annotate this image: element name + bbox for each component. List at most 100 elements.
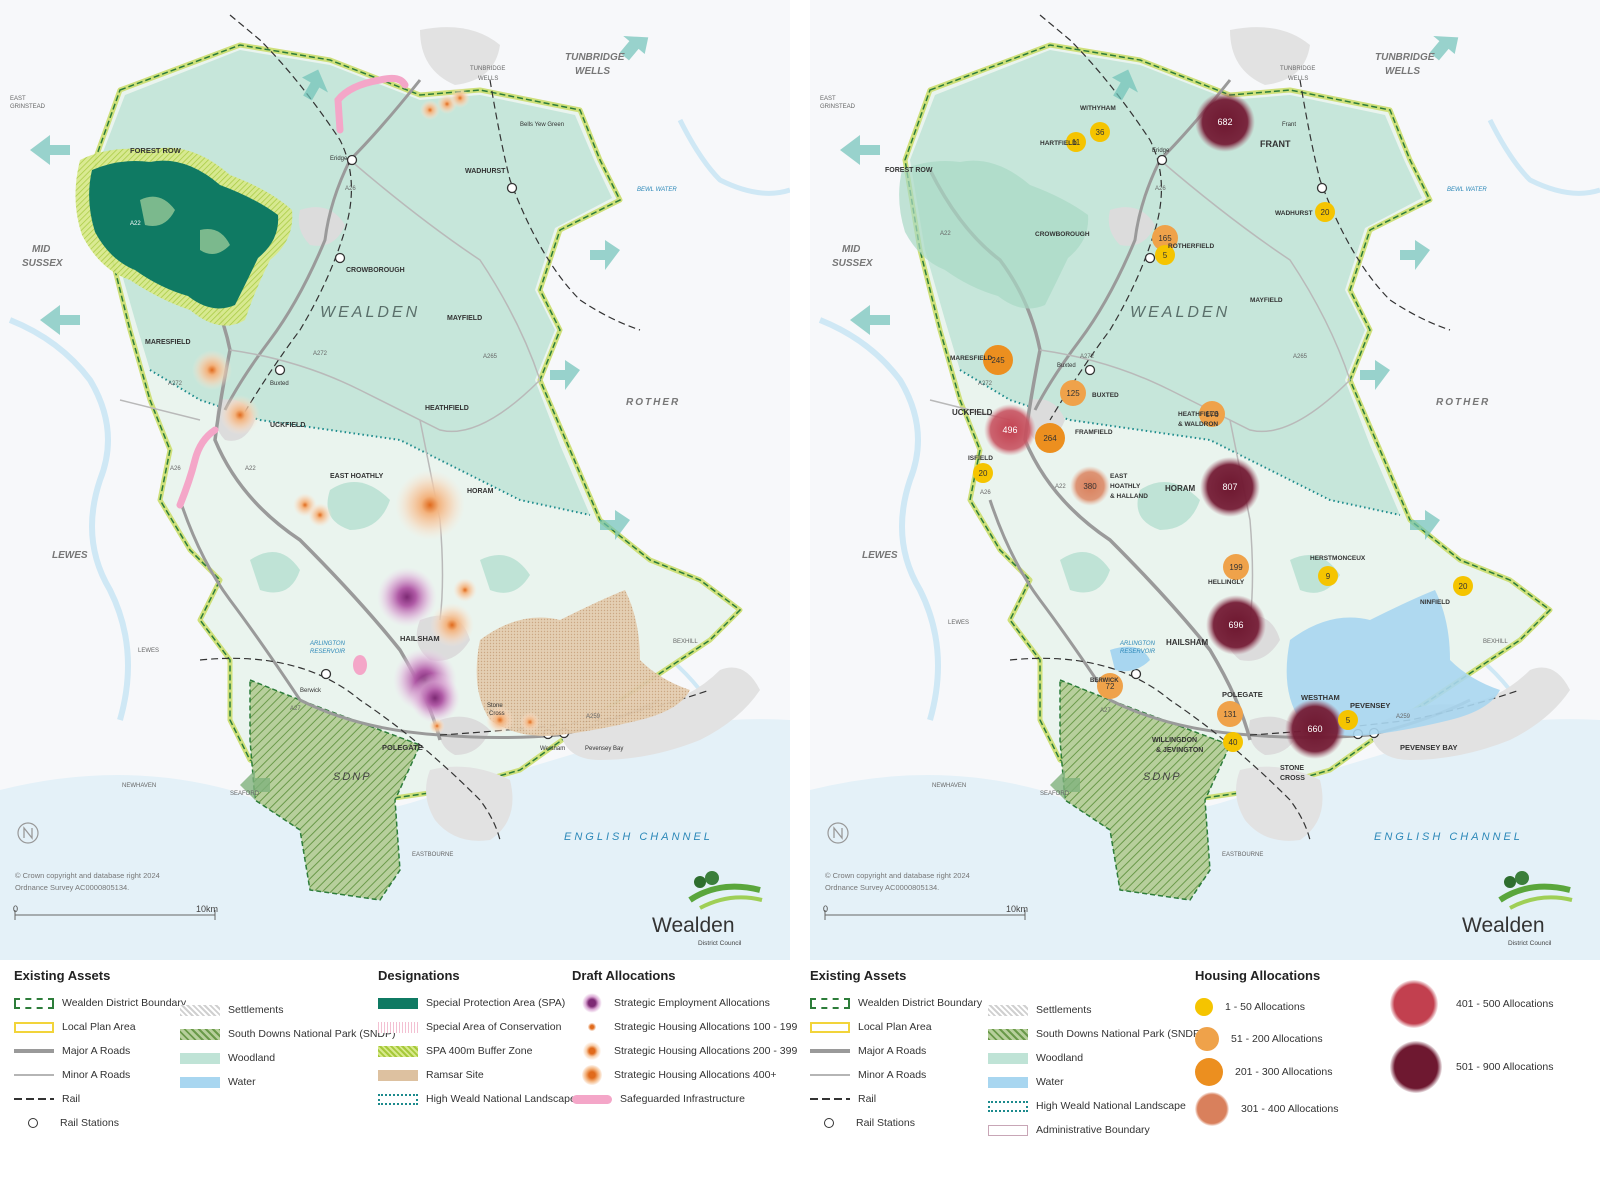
svg-text:HOATHLY: HOATHLY [1110,483,1141,490]
svg-text:District Council: District Council [698,940,742,947]
svg-text:Eridge: Eridge [330,156,348,162]
legend-item: 201 - 300 Allocations [1195,1055,1338,1089]
pevensey-levels-water [1286,590,1500,736]
svg-text:Pevensey Bay: Pevensey Bay [585,746,623,752]
legend-item: Settlements [180,998,395,1022]
housing-allocation [450,88,470,108]
legend-item: Ramsar Site [378,1063,576,1087]
svg-text:GRINSTEAD: GRINSTEAD [820,104,856,110]
svg-text:MAYFIELD: MAYFIELD [1250,297,1283,304]
svg-text:CROWBOROUGH: CROWBOROUGH [346,267,405,274]
svg-text:BERWICK: BERWICK [1090,678,1119,684]
svg-text:TUNBRIDGE: TUNBRIDGE [1375,52,1435,63]
allocation-value: 36 [1096,128,1105,137]
legend-item: Minor A Roads [810,1063,982,1087]
svg-text:& JEVINGTON: & JEVINGTON [1156,747,1203,754]
district-label: WEALDEN [320,304,420,321]
right-legend: Existing Assets Wealden District Boundar… [810,960,1600,1160]
svg-text:NEWHAVEN: NEWHAVEN [932,783,966,789]
svg-text:PEVENSEY: PEVENSEY [1350,701,1390,710]
svg-text:HEATHFIELD: HEATHFIELD [1178,411,1219,418]
svg-text:NINFIELD: NINFIELD [1420,599,1450,606]
svg-text:UCKFIELD: UCKFIELD [270,422,305,429]
allocation-value: 20 [1459,582,1468,591]
housing-allocation [520,712,540,732]
allocation-bubble [983,345,1013,375]
allocation-bubble [1318,566,1338,586]
svg-text:MID: MID [842,244,860,255]
svg-text:0: 0 [823,904,828,914]
svg-text:CROWBOROUGH: CROWBOROUGH [1035,231,1090,238]
svg-text:LEWES: LEWES [138,648,159,654]
svg-text:SUSSEX: SUSSEX [22,258,64,269]
svg-text:FRAMFIELD: FRAMFIELD [1075,429,1113,436]
svg-text:WADHURST: WADHURST [1275,210,1313,217]
allocation-value: 496 [1002,425,1017,435]
svg-text:RESERVOIR: RESERVOIR [310,649,346,655]
svg-text:ISFIELD: ISFIELD [968,455,993,462]
svg-text:MARESFIELD: MARESFIELD [950,355,993,362]
svg-text:BEWL WATER: BEWL WATER [1447,187,1487,193]
allocation-bubble [1200,457,1260,517]
allocation-value: 660 [1307,724,1322,734]
svg-text:Ordnance Survey AC0000805134.: Ordnance Survey AC0000805134. [825,883,939,892]
allocation-bubble [1206,595,1266,655]
svg-text:A27: A27 [290,706,301,712]
legend-item: South Downs National Park (SNDP) [180,1022,395,1046]
svg-text:LEWES: LEWES [52,550,88,561]
allocation-value: 176 [1205,410,1219,419]
svg-text:FRANT: FRANT [1260,139,1291,149]
allocation-bubble [984,404,1036,456]
legend-item: Strategic Employment Allocations [572,991,797,1015]
svg-text:GRINSTEAD: GRINSTEAD [10,104,46,110]
svg-text:ARLINGTON: ARLINGTON [1119,641,1156,647]
svg-text:& HALLAND: & HALLAND [1110,493,1148,500]
svg-text:EAST: EAST [820,96,836,102]
svg-text:EASTBOURNE: EASTBOURNE [1222,852,1263,858]
svg-text:BEWL WATER: BEWL WATER [637,187,677,193]
svg-text:ENGLISH CHANNEL: ENGLISH CHANNEL [1374,831,1523,843]
legend-item: 51 - 200 Allocations [1195,1023,1338,1055]
allocation-bubble [1097,673,1123,699]
allocation-bubble [1195,92,1255,152]
svg-text:Cross: Cross [489,711,505,717]
svg-text:Ordnance Survey AC0000805134.: Ordnance Survey AC0000805134. [15,883,129,892]
allocation-value: 20 [1321,208,1330,217]
svg-text:TUNBRIDGE: TUNBRIDGE [1280,66,1315,72]
svg-text:FOREST ROW: FOREST ROW [130,146,182,155]
housing-allocation [453,578,477,602]
allocation-value: 165 [1158,234,1172,243]
housing-allocation [486,706,514,734]
svg-text:PEVENSEY BAY: PEVENSEY BAY [1400,743,1458,752]
housing-allocations-map: 682 36 11 20 165 5 245 125 176 496 264 20 380 807 199 9… [810,0,1600,960]
svg-text:WELLS: WELLS [1288,76,1308,82]
svg-text:A26: A26 [1155,186,1166,192]
legend-existing-assets: Existing Assets Wealden District Boundar… [810,968,982,1135]
allocation-value: 72 [1106,682,1115,691]
svg-text:A265: A265 [483,354,498,360]
allocation-bubble [1060,380,1086,406]
legend-item: Administrative Boundary [988,1118,1203,1142]
svg-text:EAST: EAST [10,96,26,102]
svg-text:BEXHILL: BEXHILL [1483,639,1508,645]
housing-allocation [395,470,465,540]
svg-text:ROTHER: ROTHER [1436,397,1490,408]
svg-text:WELLS: WELLS [575,66,610,77]
legend-item: Minor A Roads [14,1063,186,1087]
svg-text:WELLS: WELLS [478,76,498,82]
svg-text:UCKFIELD: UCKFIELD [952,408,993,417]
allocation-value: 5 [1346,716,1351,725]
allocation-bubble [1155,245,1175,265]
svg-text:ROTHER: ROTHER [626,397,680,408]
svg-text:HERSTMONCEUX: HERSTMONCEUX [1310,555,1366,562]
allocation-value: 380 [1083,482,1097,491]
legend-housing-allocations-2: 401 - 500 Allocations 501 - 900 Allocati… [1390,976,1553,1102]
employment-allocation [377,567,437,627]
legend-item: Strategic Housing Allocations 200 - 399 [572,1039,797,1063]
legend-item: High Weald National Landscape [988,1094,1203,1118]
allocation-value: 696 [1228,620,1243,630]
svg-text:Buxted: Buxted [1057,363,1076,369]
legend-item: High Weald National Landscape [378,1087,576,1111]
svg-text:WADHURST: WADHURST [465,168,506,175]
svg-text:Berwick: Berwick [300,688,322,694]
